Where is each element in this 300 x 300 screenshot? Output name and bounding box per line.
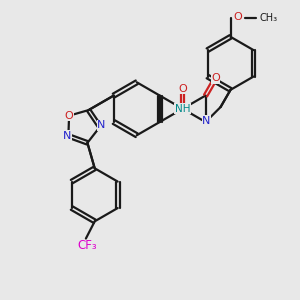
Text: CF₃: CF₃ (77, 238, 97, 251)
Text: O: O (211, 73, 220, 83)
Text: CH₃: CH₃ (260, 13, 278, 23)
Text: N: N (202, 116, 211, 126)
Text: NH: NH (175, 104, 190, 114)
Text: O: O (233, 12, 242, 22)
Text: O: O (178, 84, 187, 94)
Text: N: N (97, 120, 106, 130)
Text: O: O (65, 111, 74, 121)
Text: N: N (63, 131, 71, 141)
